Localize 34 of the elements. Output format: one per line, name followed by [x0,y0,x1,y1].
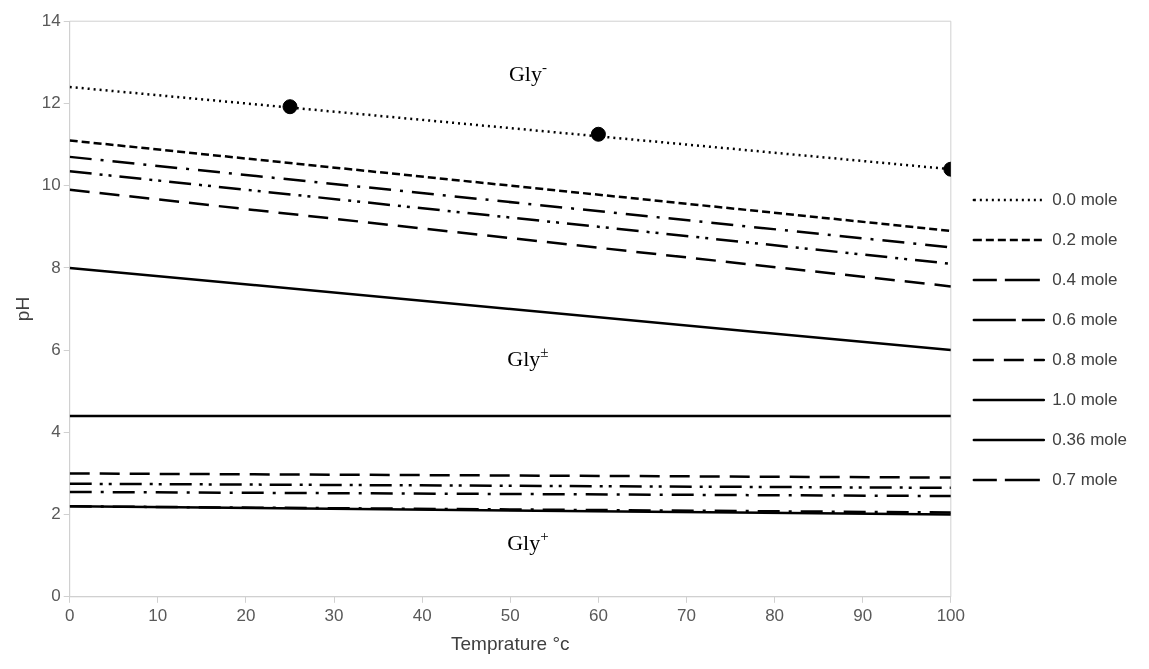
legend-label: 0.4 mole [1052,269,1118,289]
y-axis-title: pH [11,296,33,322]
x-tick-label: 40 [412,605,432,625]
x-tick-label: 70 [677,605,696,625]
annotation: Gly± [507,343,549,371]
x-tick-label: 90 [853,605,873,625]
legend-label: 0.8 mole [1052,349,1118,369]
point [590,126,606,142]
x-tick-label: 80 [765,605,785,625]
x-tick-label: 20 [236,605,256,625]
y-tick-label: 6 [51,339,61,359]
x-tick-label: 30 [324,605,344,625]
x-tick-label: 10 [148,605,168,625]
y-tick-label: 10 [41,175,61,195]
x-tick-label: 100 [936,605,966,625]
annotation: Gly+ [507,528,549,556]
legend-label: 0.0 mole [1052,189,1118,209]
x-tick-label: 0 [64,605,75,625]
legend-label: 0.7 mole [1052,469,1118,489]
legend-label: 0.6 mole [1052,309,1118,329]
y-tick-label: 14 [41,10,61,30]
legend-label: 0.2 mole [1052,229,1118,249]
legend-label: 1.0 mole [1052,389,1118,409]
x-axis-title: Temprature °c [451,632,570,654]
annotation: Gly- [508,59,547,86]
y-tick-label: 2 [51,504,61,524]
y-tick-label: 4 [51,422,61,442]
y-tick-label: 0 [51,586,61,606]
x-tick-label: 60 [588,605,608,625]
y-tick-label: 12 [41,93,61,113]
point [282,99,298,115]
y-tick-label: 8 [51,257,61,277]
legend-label: 0.36 mole [1052,429,1128,449]
x-tick-label: 50 [500,605,520,625]
